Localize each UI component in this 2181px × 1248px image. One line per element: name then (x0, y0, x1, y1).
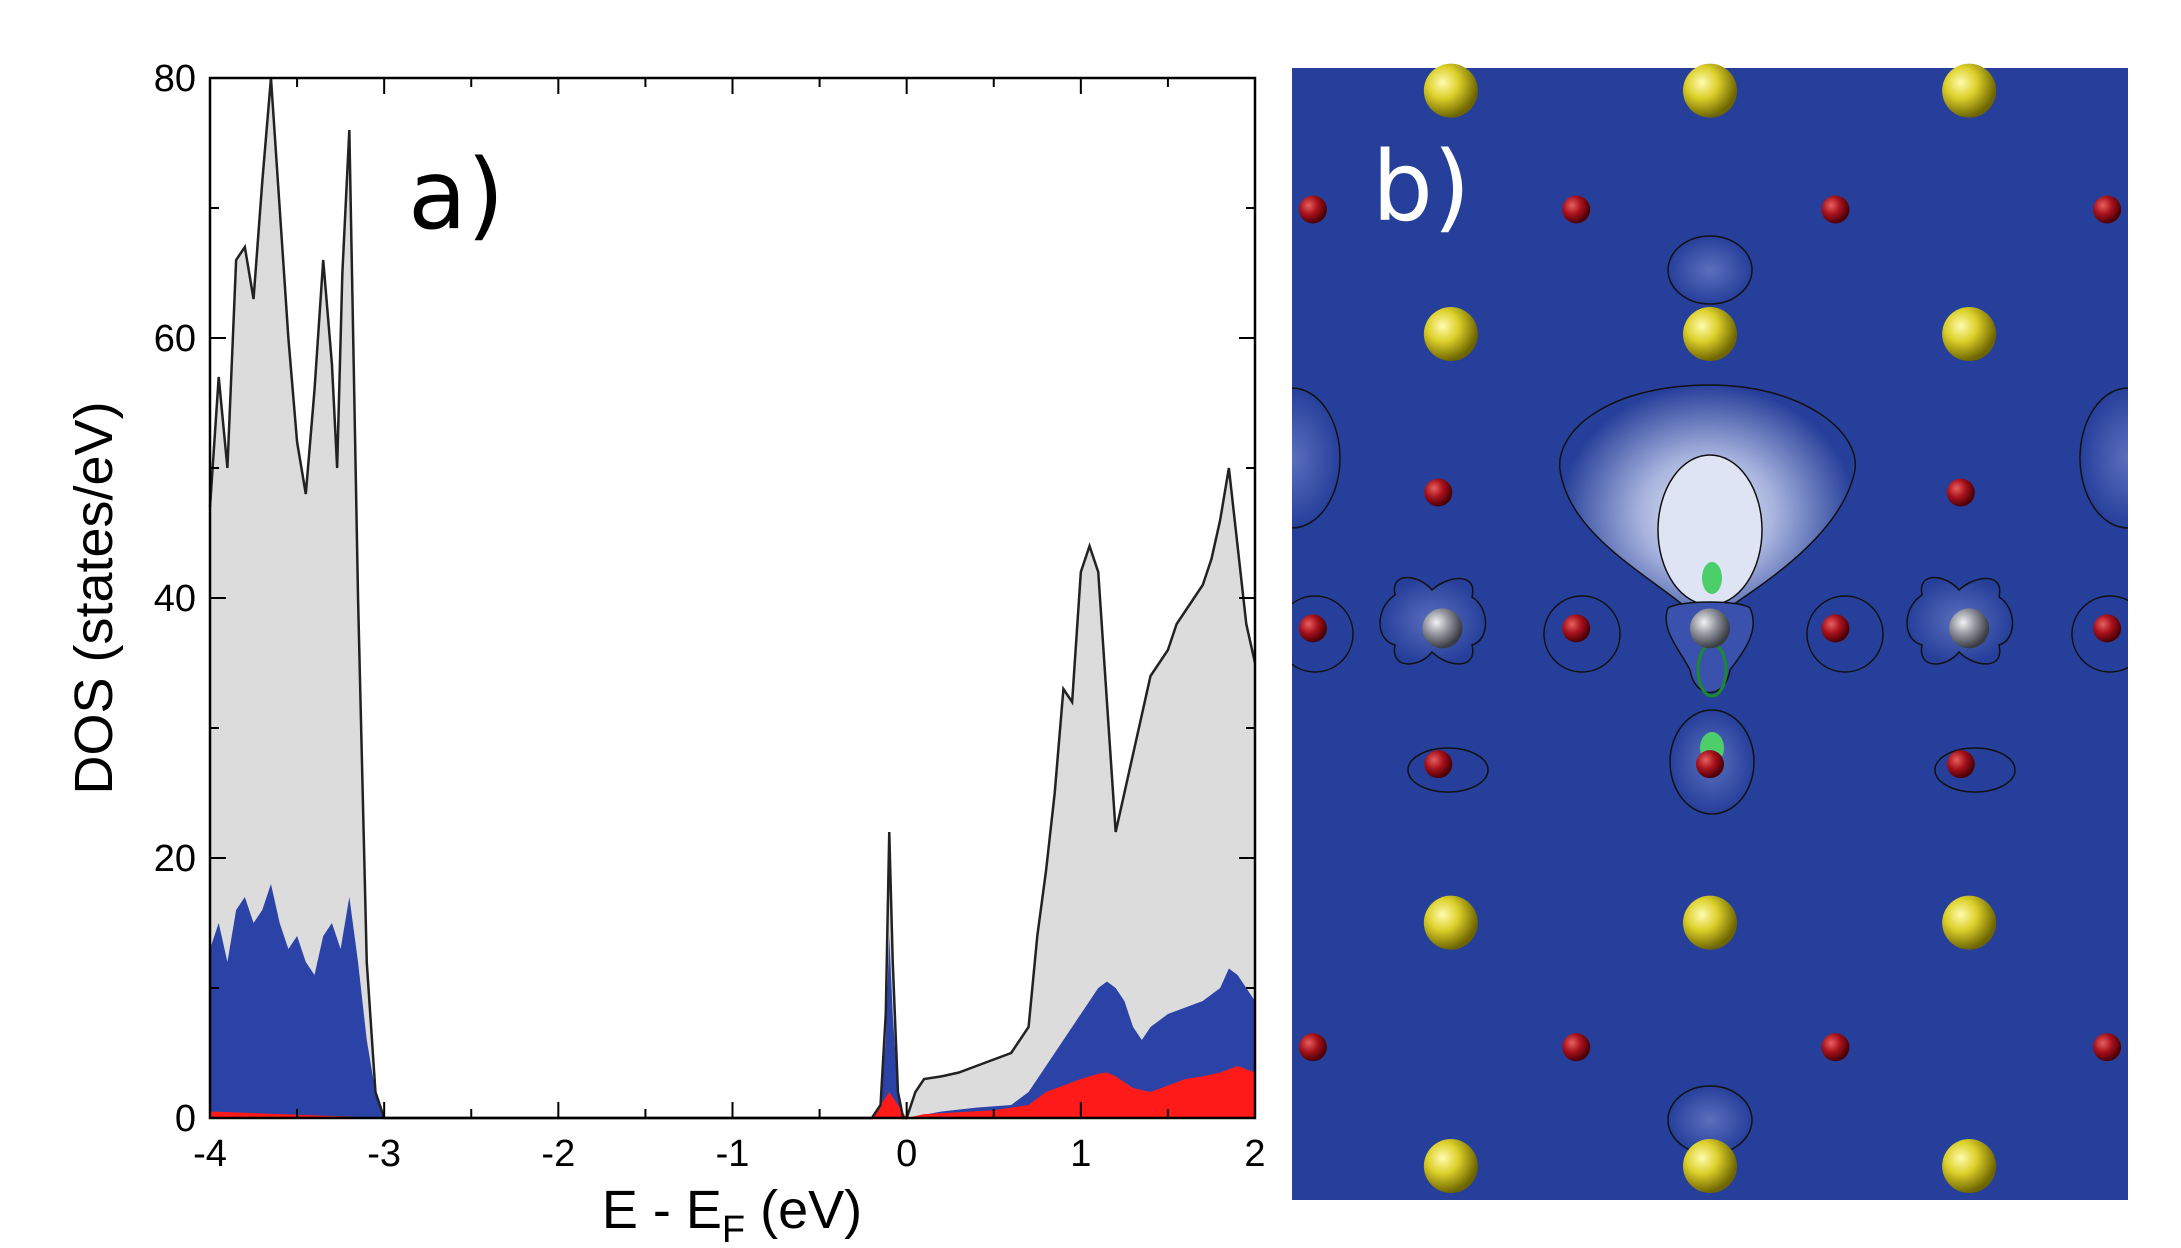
red-atom (1821, 1033, 1850, 1062)
yellow-atom (1942, 895, 1997, 950)
yellow-atom (1942, 307, 1997, 362)
left-edge-lobe (1292, 387, 1341, 529)
contour-ring-6 (1934, 747, 2016, 793)
x-tick-label: 1 (1070, 1133, 1091, 1175)
gray-atom (1949, 608, 1990, 649)
plot-frame (208, 76, 1257, 1120)
red-atom (1562, 614, 1591, 643)
x-tick-label: -3 (367, 1133, 401, 1175)
yellow-atom (1423, 307, 1478, 362)
red-atom (1946, 750, 1975, 779)
yellow-atom (1683, 1139, 1737, 1194)
red-atom (1298, 614, 1327, 643)
right-edge-lobe (2079, 387, 2128, 529)
yellow-atom (1423, 1139, 1478, 1194)
x-tick-label: -2 (541, 1133, 575, 1175)
red-atom (1298, 1033, 1327, 1062)
gray-atom (1422, 608, 1463, 649)
y-tick-label: 80 (154, 58, 196, 100)
contour-ring-3 (1806, 595, 1884, 673)
y-tick-label: 0 (175, 1098, 196, 1140)
red-atom (2093, 195, 2122, 224)
contour-ring-2 (1543, 595, 1621, 673)
yellow-atom (1423, 895, 1478, 950)
yellow-atom (1942, 63, 1997, 118)
green-spot (1702, 562, 1722, 594)
x-axis-title: E - EF (eV) (602, 1180, 862, 1248)
x-axis-title-subscript: F (722, 1209, 745, 1248)
y-tick-label: 40 (154, 578, 196, 620)
x-tick-label: 0 (896, 1133, 917, 1175)
x-tick-label: -1 (716, 1133, 750, 1175)
x-axis-title-unit: (eV) (745, 1180, 862, 1240)
yellow-atom (1942, 1139, 1997, 1194)
red-atom (1298, 195, 1327, 224)
x-axis-title-main: E - E (602, 1180, 722, 1240)
yellow-atom (1683, 895, 1737, 950)
red-atom (1424, 750, 1453, 779)
y-axis-title: DOS (states/eV) (64, 401, 124, 794)
yellow-atom (1423, 63, 1478, 118)
contour-ring-4 (2071, 595, 2128, 673)
panel-b-label: b) (1372, 131, 1470, 243)
red-atom (1424, 478, 1453, 507)
red-atom (1562, 1033, 1591, 1062)
red-atom (1821, 614, 1850, 643)
y-tick-label: 60 (154, 318, 196, 360)
red-atom (1562, 195, 1591, 224)
red-atom (2093, 614, 2122, 643)
yellow-atom (1683, 307, 1737, 362)
red-atom (2093, 1033, 2122, 1062)
red-atom (1821, 195, 1850, 224)
red-atom (1696, 750, 1724, 779)
y-tick-label: 20 (154, 838, 196, 880)
contour-ring-1 (1292, 595, 1354, 673)
yellow-atom (1683, 63, 1737, 118)
x-tick-label: -4 (193, 1133, 227, 1175)
panel-a-label: a) (408, 139, 504, 251)
charge-density-map: b) (1292, 63, 2128, 1200)
contour-ring-5 (1407, 747, 1489, 793)
dos-series-red (210, 1066, 1255, 1118)
x-tick-label: 2 (1244, 1133, 1265, 1175)
upper-lobe (1667, 235, 1753, 305)
dos-total-outline (208, 77, 1257, 1120)
red-atom (1946, 478, 1975, 507)
gray-atom (1690, 608, 1730, 649)
atoms-layer (1298, 63, 2122, 1194)
